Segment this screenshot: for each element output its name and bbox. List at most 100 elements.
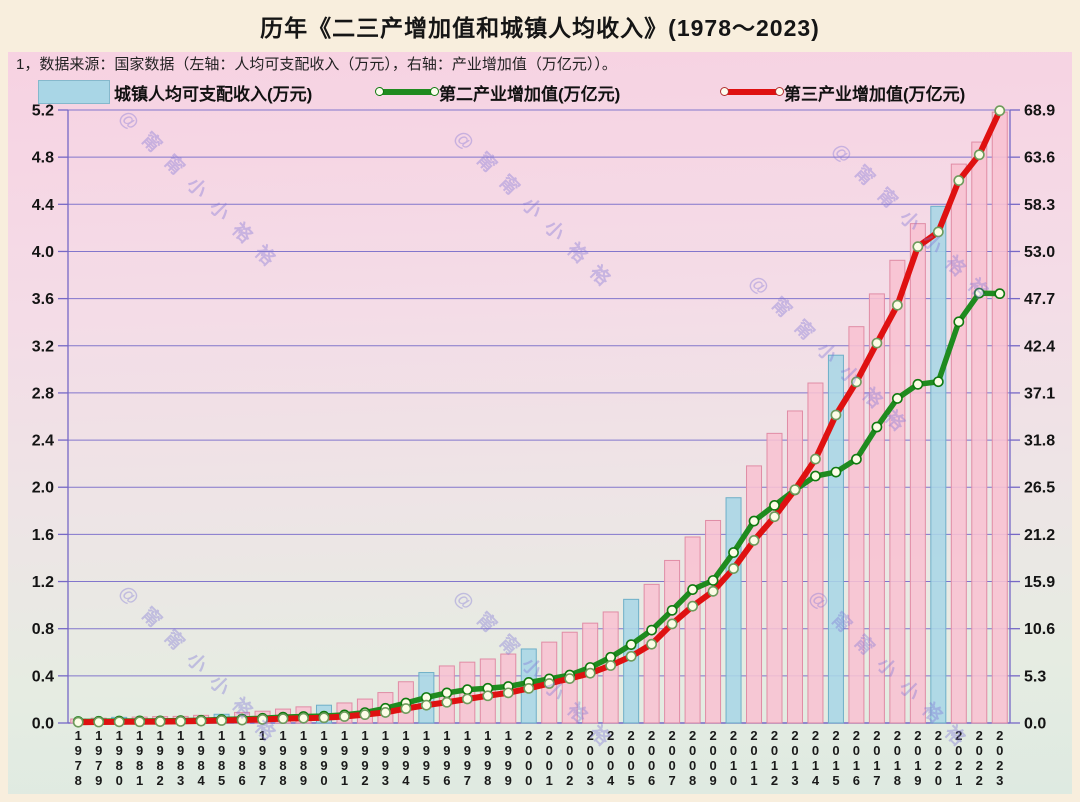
- marker-tertiary-1985: [216, 715, 227, 726]
- right-axis-label: 47.7: [1024, 291, 1055, 308]
- marker-tertiary-2005: [625, 650, 637, 662]
- line-endpoint-icon: [430, 87, 439, 96]
- marker-tertiary-1980: [113, 716, 125, 728]
- marker-tertiary-1983: [175, 715, 187, 727]
- bar-2007: [664, 559, 681, 724]
- marker-tertiary-1988: [277, 713, 289, 725]
- marker-secondary-2018: [891, 393, 903, 404]
- marker-tertiary-1993: [380, 707, 391, 718]
- marker-tertiary-1989: [298, 712, 309, 724]
- marker-secondary-2021: [953, 316, 965, 328]
- marker-tertiary-2001: [543, 678, 555, 689]
- marker-secondary-2008: [687, 584, 698, 595]
- legend-item-income: 城镇人均可支配收入(万元): [38, 78, 312, 106]
- marker-tertiary-1994: [400, 703, 412, 714]
- bar-2008: [684, 536, 701, 724]
- marker-secondary-2014: [810, 470, 821, 482]
- bar-2013: [786, 410, 803, 724]
- page-title: 历年《二三产增加值和城镇人均收入》(1978～2023): [260, 15, 820, 41]
- left-axis-label: 0.0: [32, 716, 54, 733]
- right-axis-label: 0.0: [1024, 716, 1046, 733]
- left-axis-label: 4.4: [32, 197, 54, 214]
- marker-tertiary-1984: [195, 715, 207, 727]
- marker-tertiary-1982: [154, 716, 166, 727]
- marker-tertiary-2003: [584, 667, 596, 679]
- marker-secondary-2015: [830, 466, 842, 478]
- marker-tertiary-2011: [748, 535, 760, 546]
- left-axis-label: 4.0: [32, 244, 54, 261]
- left-axis-label: 3.6: [32, 291, 54, 308]
- secondary-line-swatch: [375, 87, 439, 96]
- left-axis-label: 2.8: [32, 385, 54, 402]
- left-axis-label: 0.4: [32, 668, 54, 685]
- bar-2006: [643, 583, 660, 724]
- marker-secondary-1997: [461, 684, 473, 696]
- legend-label-secondary: 第二产业增加值(万亿元): [439, 84, 621, 104]
- bar-2019: [909, 223, 926, 724]
- bar-2022: [971, 141, 988, 724]
- marker-tertiary-2015: [830, 409, 842, 421]
- marker-tertiary-2008: [687, 600, 698, 612]
- left-axis-label: 0.8: [32, 621, 54, 638]
- marker-tertiary-2010: [728, 563, 739, 574]
- bar-2011: [746, 465, 763, 724]
- marker-secondary-2023: [994, 288, 1006, 300]
- right-axis-label: 31.8: [1024, 433, 1055, 450]
- marker-tertiary-1999: [502, 687, 514, 699]
- marker-tertiary-2023: [994, 105, 1006, 117]
- left-axis-label: 5.2: [32, 103, 54, 120]
- chart-canvas: 0.0 0.0 0.4 5.3 0.8 10.6 1.2 15.9 1.6 21.2 2.0 26.5…: [32, 103, 1055, 789]
- right-axis-label: 21.2: [1024, 527, 1055, 544]
- bar-2016: [848, 326, 865, 724]
- legend-item-secondary: 第二产业增加值(万亿元): [375, 78, 621, 106]
- marker-tertiary-2013: [789, 484, 801, 496]
- left-axis-label: 1.6: [32, 527, 54, 544]
- left-axis-label: 2.0: [32, 480, 54, 497]
- right-axis-label: 53.0: [1024, 244, 1055, 261]
- marker-tertiary-1992: [359, 709, 371, 721]
- marker-secondary-2020: [932, 376, 944, 388]
- right-axis-label: 42.4: [1024, 338, 1055, 355]
- marker-tertiary-2017: [871, 337, 883, 349]
- marker-tertiary-2007: [666, 618, 678, 630]
- right-axis-label: 26.5: [1024, 480, 1055, 497]
- left-axis-label: 1.2: [32, 574, 54, 591]
- tertiary-line-swatch: [720, 87, 784, 96]
- marker-tertiary-2004: [605, 660, 617, 671]
- marker-tertiary-2006: [646, 638, 658, 650]
- marker-tertiary-2000: [523, 682, 535, 694]
- marker-secondary-2006: [646, 624, 658, 636]
- bar-2021: [950, 163, 967, 724]
